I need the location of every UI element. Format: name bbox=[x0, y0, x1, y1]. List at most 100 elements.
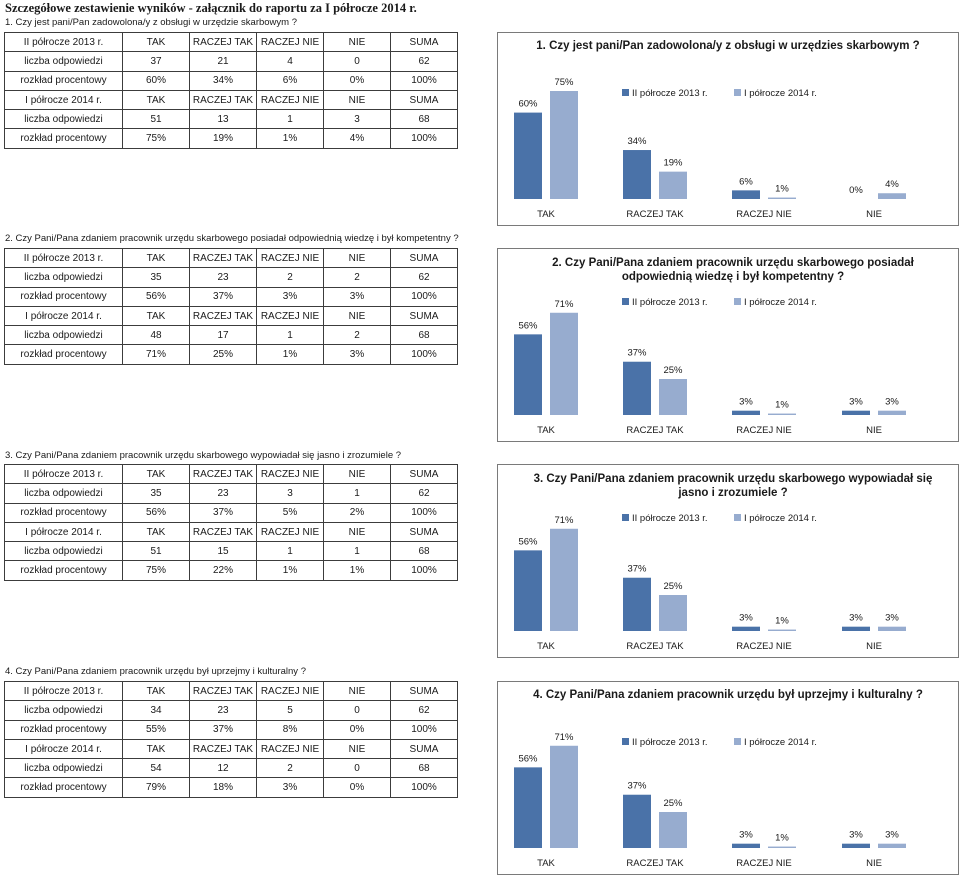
bar-2013 bbox=[732, 626, 760, 631]
table-cell: 23 bbox=[189, 700, 257, 721]
table-cell: 0% bbox=[323, 719, 391, 740]
table-cell: 1 bbox=[256, 109, 324, 130]
table-cell: 100% bbox=[390, 70, 458, 91]
data-label: 71% bbox=[554, 732, 574, 743]
table-cell: TAK bbox=[122, 680, 190, 702]
table-cell: RACZEJ TAK bbox=[189, 305, 257, 327]
category-label: NIE bbox=[866, 209, 882, 220]
bar-2014 bbox=[659, 379, 687, 415]
table-cell: II półrocze 2013 r. bbox=[4, 680, 123, 702]
table-cell: RACZEJ TAK bbox=[189, 521, 257, 543]
table-cell: 62 bbox=[390, 267, 458, 288]
category-label: RACZEJ NIE bbox=[736, 209, 791, 220]
table-cell: RACZEJ NIE bbox=[256, 680, 324, 702]
table-cell: II półrocze 2013 r. bbox=[4, 31, 123, 53]
bar-2014 bbox=[550, 312, 578, 415]
table-cell: 100% bbox=[390, 344, 458, 365]
data-label: 3% bbox=[739, 830, 753, 841]
data-label: 56% bbox=[518, 753, 538, 764]
table-cell: 60% bbox=[122, 70, 190, 91]
data-label: 3% bbox=[849, 613, 863, 624]
table-row: rozkład procentowy 60% 34% 6% 0% 100% bbox=[4, 70, 458, 91]
table-cell: SUMA bbox=[390, 680, 458, 702]
data-label: 3% bbox=[885, 830, 899, 841]
question-1-chart: 1. Czy jest pani/Pan zadowolona/y z obsł… bbox=[497, 32, 959, 226]
table-cell: 13 bbox=[189, 109, 257, 130]
table-cell: 0% bbox=[323, 70, 391, 91]
table-cell: 68 bbox=[390, 109, 458, 130]
bar-2014 bbox=[878, 410, 906, 415]
table-cell: RACZEJ TAK bbox=[189, 738, 257, 760]
table-cell: 100% bbox=[390, 128, 458, 149]
table-cell: 79% bbox=[122, 777, 190, 798]
bar-2013 bbox=[623, 577, 651, 631]
question-3-caption: 3. Czy Pani/Pana zdaniem pracownik urzęd… bbox=[5, 450, 402, 461]
document-title: Szczegółowe zestawienie wyników - załącz… bbox=[5, 1, 417, 15]
chart-svg: 4. Czy Pani/Pana zdaniem pracownik urzęd… bbox=[514, 689, 923, 869]
table-cell: II półrocze 2013 r. bbox=[4, 247, 123, 269]
table-cell: 18% bbox=[189, 777, 257, 798]
table-cell: liczba odpowiedzi bbox=[4, 51, 123, 72]
legend-label: I półrocze 2014 r. bbox=[744, 88, 817, 99]
table-row: liczba odpowiedzi 35 23 2 2 62 bbox=[4, 267, 458, 288]
data-label: 3% bbox=[885, 613, 899, 624]
table-cell: TAK bbox=[122, 89, 190, 111]
table-cell: 37% bbox=[189, 286, 257, 307]
table-row: II półrocze 2013 r. TAK RACZEJ TAK RACZEJ N… bbox=[4, 247, 458, 269]
category-label: RACZEJ TAK bbox=[626, 641, 684, 652]
table-cell: SUMA bbox=[390, 521, 458, 543]
table-cell: SUMA bbox=[390, 305, 458, 327]
table-cell: TAK bbox=[122, 31, 190, 53]
table-cell: 3% bbox=[323, 286, 391, 307]
table-cell: RACZEJ NIE bbox=[256, 463, 324, 485]
table-cell: 19% bbox=[189, 128, 257, 149]
question-2-caption: 2. Czy Pani/Pana zdaniem pracownik urzęd… bbox=[5, 233, 459, 244]
category-label: RACZEJ NIE bbox=[736, 425, 791, 436]
table-cell: 51 bbox=[122, 541, 190, 562]
table-cell: 68 bbox=[390, 541, 458, 562]
table-cell: RACZEJ NIE bbox=[256, 247, 324, 269]
question-4-caption: 4. Czy Pani/Pana zdaniem pracownik urzęd… bbox=[5, 666, 306, 677]
data-label: 60% bbox=[518, 99, 538, 110]
table-cell: rozkład procentowy bbox=[4, 502, 123, 523]
table-cell: rozkład procentowy bbox=[4, 344, 123, 365]
table-cell: RACZEJ TAK bbox=[189, 31, 257, 53]
table-cell: I półrocze 2014 r. bbox=[4, 521, 123, 543]
table-cell: 68 bbox=[390, 325, 458, 346]
table-cell: 1 bbox=[256, 541, 324, 562]
table-cell: 3 bbox=[323, 109, 391, 130]
table-cell: 54 bbox=[122, 758, 190, 779]
data-label: 71% bbox=[554, 515, 574, 526]
table-row: I półrocze 2014 r. TAK RACZEJ TAK RACZEJ NI… bbox=[4, 89, 458, 111]
table-cell: 21 bbox=[189, 51, 257, 72]
table-row: liczba odpowiedzi 34 23 5 0 62 bbox=[4, 700, 458, 721]
category-label: RACZEJ TAK bbox=[626, 858, 684, 869]
table-cell: II półrocze 2013 r. bbox=[4, 463, 123, 485]
table-cell: liczba odpowiedzi bbox=[4, 109, 123, 130]
table-cell: 34% bbox=[189, 70, 257, 91]
table-cell: 3% bbox=[256, 777, 324, 798]
data-label: 1% bbox=[775, 184, 789, 195]
table-cell: 1% bbox=[323, 560, 391, 581]
legend-swatch bbox=[622, 89, 629, 96]
table-cell: TAK bbox=[122, 247, 190, 269]
table-cell: 17 bbox=[189, 325, 257, 346]
table-row: liczba odpowiedzi 35 23 3 1 62 bbox=[4, 483, 458, 504]
table-cell: 56% bbox=[122, 502, 190, 523]
table-cell: TAK bbox=[122, 305, 190, 327]
data-label: 25% bbox=[663, 365, 683, 376]
table-cell: 55% bbox=[122, 719, 190, 740]
table-cell: 75% bbox=[122, 560, 190, 581]
chart-svg: 3. Czy Pani/Pana zdaniem pracownik urzęd… bbox=[514, 473, 932, 652]
bar-2013 bbox=[514, 550, 542, 631]
table-cell: 3% bbox=[256, 286, 324, 307]
table-cell: 2 bbox=[323, 267, 391, 288]
legend-swatch bbox=[734, 738, 741, 745]
table-cell: 34 bbox=[122, 700, 190, 721]
bar-2014 bbox=[768, 413, 796, 415]
table-cell: I półrocze 2014 r. bbox=[4, 738, 123, 760]
table-cell: 100% bbox=[390, 719, 458, 740]
table-row: rozkład procentowy 56% 37% 5% 2% 100% bbox=[4, 502, 458, 523]
bar-2013 bbox=[514, 112, 542, 199]
table-row: liczba odpowiedzi 48 17 1 2 68 bbox=[4, 325, 458, 346]
